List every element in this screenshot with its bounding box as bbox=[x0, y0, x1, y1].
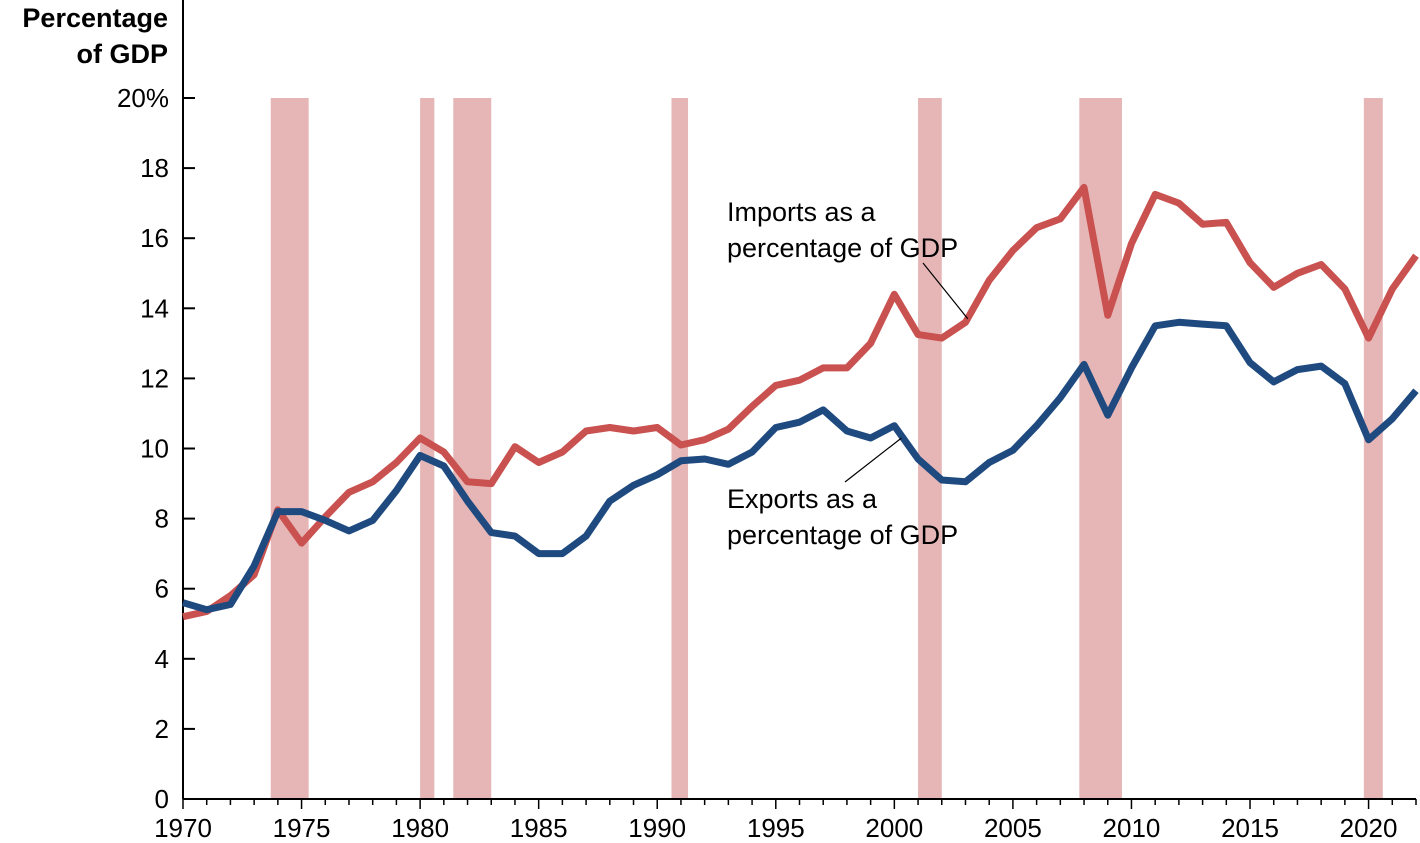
y-axis-title-line-1: Percentage bbox=[22, 3, 168, 33]
recession-band-3 bbox=[671, 98, 689, 799]
exports-annotation-line-1: Exports as a bbox=[727, 484, 878, 514]
y-tick-label: 2 bbox=[155, 714, 169, 744]
imports-annotation-leader bbox=[922, 262, 969, 320]
y-tick-label: 6 bbox=[155, 574, 169, 604]
exports-annotation-leader bbox=[844, 437, 902, 483]
x-tick-label: 2005 bbox=[984, 813, 1042, 843]
y-tick-label: 18 bbox=[140, 153, 169, 183]
y-tick-label: 16 bbox=[140, 223, 169, 253]
x-tick-label: 1975 bbox=[273, 813, 331, 843]
recession-band-4 bbox=[918, 98, 942, 799]
series-lines bbox=[182, 183, 1419, 621]
x-axis-ticks: 1970 1975 1980 1985 1990 1995 2000 2005 2010 2015… bbox=[154, 799, 1417, 843]
exports-line bbox=[182, 318, 1419, 614]
y-axis-ticks: 0 2 4 6 8 10 12 14 16 18 20% bbox=[117, 83, 195, 814]
x-tick-label: 1990 bbox=[628, 813, 686, 843]
y-tick-label: 12 bbox=[140, 363, 169, 393]
y-axis-title-line-2: of GDP bbox=[77, 39, 169, 69]
imports-annotation-line-2: percentage of GDP bbox=[727, 233, 958, 263]
imports-annotation-line-1: Imports as a bbox=[727, 197, 877, 227]
y-tick-label: 0 bbox=[155, 784, 169, 814]
recession-band-2 bbox=[453, 98, 492, 799]
y-tick-label: 14 bbox=[140, 293, 169, 323]
y-tick-label: 20% bbox=[117, 83, 169, 113]
x-tick-label: 2020 bbox=[1340, 813, 1398, 843]
x-tick-label: 2010 bbox=[1103, 813, 1161, 843]
recession-band-0 bbox=[270, 98, 309, 799]
x-tick-label: 1980 bbox=[391, 813, 449, 843]
y-tick-label: 4 bbox=[155, 644, 169, 674]
imports-line bbox=[182, 183, 1419, 621]
y-tick-label: 8 bbox=[155, 504, 169, 534]
x-tick-label: 1995 bbox=[747, 813, 805, 843]
annotations: Imports as a percentage of GDP Exports as … bbox=[727, 197, 969, 550]
recession-band-6 bbox=[1363, 98, 1383, 799]
recession-band-1 bbox=[420, 98, 435, 799]
x-tick-label: 1970 bbox=[154, 813, 212, 843]
x-tick-label: 2000 bbox=[865, 813, 923, 843]
exports-annotation-line-2: percentage of GDP bbox=[727, 520, 958, 550]
y-tick-label: 10 bbox=[140, 434, 169, 464]
x-tick-label: 1985 bbox=[510, 813, 568, 843]
x-tick-label: 2015 bbox=[1221, 813, 1279, 843]
axes bbox=[182, 0, 1416, 800]
